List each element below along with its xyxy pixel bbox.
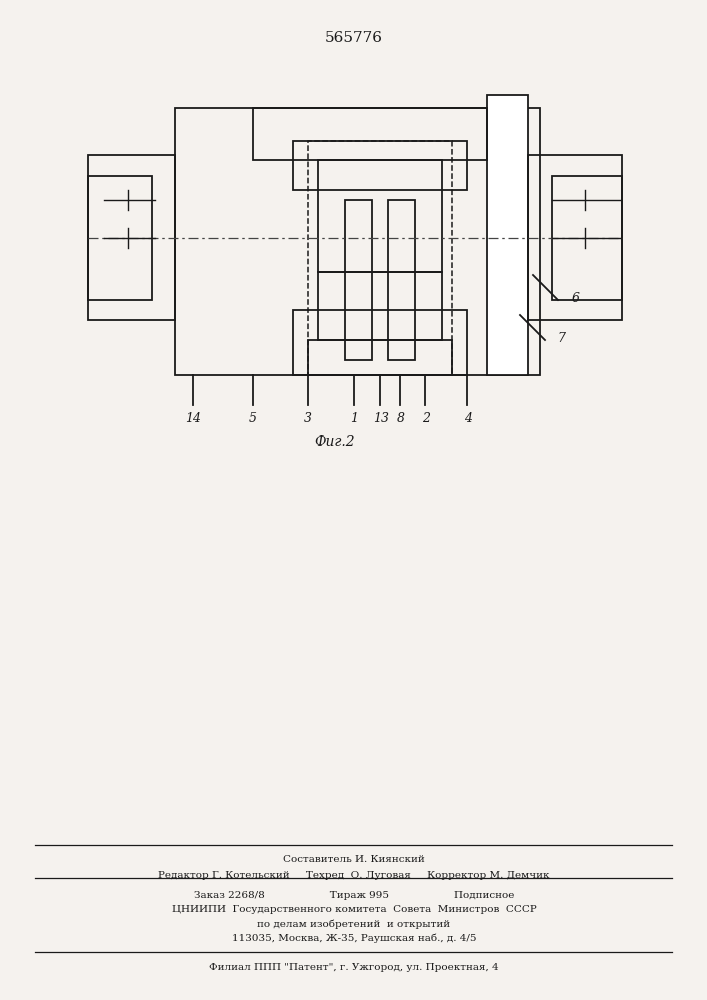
Text: Заказ 2268/8                    Тираж 995                    Подписное: Заказ 2268/8 Тираж 995 Подписное bbox=[194, 890, 514, 900]
Bar bbox=[88, 176, 152, 300]
Text: 5: 5 bbox=[249, 412, 257, 424]
Bar bbox=[528, 155, 622, 320]
Text: Филиал ППП "Патент", г. Ужгород, ул. Проектная, 4: Филиал ППП "Патент", г. Ужгород, ул. Про… bbox=[209, 964, 499, 972]
Bar bbox=[293, 141, 467, 190]
Text: 4: 4 bbox=[464, 412, 472, 424]
Text: Составитель И. Киянский: Составитель И. Киянский bbox=[283, 856, 425, 864]
Text: 7: 7 bbox=[557, 332, 565, 344]
Text: 2: 2 bbox=[422, 412, 430, 424]
Bar bbox=[487, 95, 528, 375]
Bar bbox=[293, 310, 467, 375]
Text: 565776: 565776 bbox=[325, 31, 383, 45]
Bar bbox=[345, 200, 372, 360]
Text: по делам изобретений  и открытий: по делам изобретений и открытий bbox=[257, 919, 450, 929]
Bar bbox=[253, 108, 487, 160]
Text: 14: 14 bbox=[185, 412, 201, 424]
Bar bbox=[552, 176, 622, 300]
Bar bbox=[88, 155, 175, 320]
Text: ЦНИИПИ  Государственного комитета  Совета  Министров  СССР: ЦНИИПИ Государственного комитета Совета … bbox=[172, 906, 537, 914]
Text: 8: 8 bbox=[397, 412, 405, 424]
Bar bbox=[175, 108, 540, 375]
Text: 113035, Москва, Ж-35, Раушская наб., д. 4/5: 113035, Москва, Ж-35, Раушская наб., д. … bbox=[232, 933, 477, 943]
Text: 6: 6 bbox=[572, 292, 580, 304]
Bar bbox=[318, 160, 442, 272]
Text: 1: 1 bbox=[350, 412, 358, 424]
Text: Фиг.2: Фиг.2 bbox=[315, 435, 356, 449]
Bar bbox=[388, 200, 415, 360]
Text: 13: 13 bbox=[373, 412, 389, 424]
Bar bbox=[318, 272, 442, 340]
Text: Редактор Г. Котельский     Техред  О. Луговая     Корректор М. Демчик: Редактор Г. Котельский Техред О. Луговая… bbox=[158, 871, 550, 880]
Bar bbox=[308, 141, 452, 375]
Text: 3: 3 bbox=[304, 412, 312, 424]
Bar bbox=[308, 340, 452, 375]
